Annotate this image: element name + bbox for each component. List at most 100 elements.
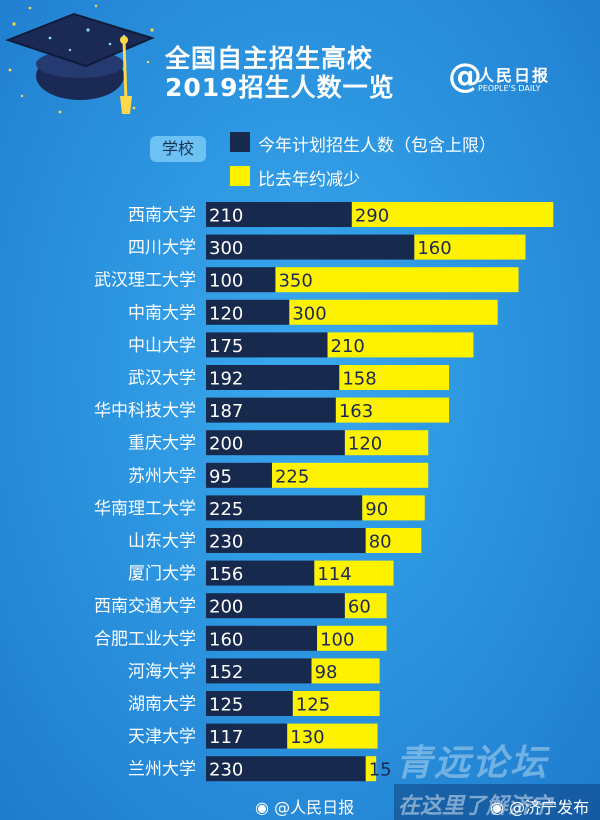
- value-label-reduce: 163: [339, 401, 373, 422]
- chart-title: 全国自主招生高校: [165, 44, 374, 73]
- category-label: 苏州大学: [128, 466, 196, 486]
- bar-plan: [206, 723, 288, 749]
- value-label-plan: 210: [209, 206, 243, 227]
- bar-plan: [206, 495, 363, 521]
- footer-source-left[interactable]: ◉ @人民日报: [255, 794, 354, 818]
- value-label-reduce: 98: [315, 662, 338, 683]
- category-label: 兰州大学: [128, 760, 196, 780]
- value-label-reduce: 60: [348, 597, 371, 618]
- category-label: 中南大学: [128, 303, 196, 323]
- brand-subtitle: PEOPLE'S DAILY: [478, 84, 541, 93]
- bar-plan: [206, 593, 345, 619]
- category-label: 重庆大学: [128, 434, 196, 454]
- chart-subtitle: 2019招生人数一览: [165, 73, 395, 102]
- bar-chart: 西南大学 210 290 四川大学 300 160 武汉理工大学 100 350 中南大学 120 3…: [94, 202, 554, 782]
- bar-reduce: [365, 756, 377, 782]
- category-label: 华南理工大学: [94, 499, 196, 519]
- bar-plan: [206, 756, 366, 782]
- value-label-reduce: 290: [355, 206, 389, 227]
- category-label: 厦门大学: [128, 564, 196, 584]
- bar-plan: [206, 397, 336, 423]
- bar-reduce: [344, 430, 429, 456]
- value-label-plan: 125: [209, 695, 243, 716]
- brand-name: 人民日报: [478, 66, 551, 85]
- category-label: 四川大学: [128, 238, 196, 258]
- legend-school-tag: 学校: [150, 136, 206, 162]
- value-label-plan: 120: [209, 303, 243, 324]
- value-label-reduce: 90: [365, 499, 388, 520]
- category-label: 西南交通大学: [94, 597, 196, 617]
- bar-plan: [206, 528, 366, 553]
- at-icon: @: [448, 56, 482, 96]
- bar-reduce: [287, 723, 378, 749]
- category-label: 西南大学: [128, 206, 196, 226]
- category-label: 河海大学: [128, 662, 196, 682]
- bar-reduce: [344, 593, 387, 619]
- value-label-reduce: 350: [278, 271, 312, 292]
- bar-plan: [206, 691, 293, 716]
- legend-swatch-plan: [230, 132, 250, 152]
- value-label-reduce: 160: [417, 238, 451, 259]
- value-label-reduce: 210: [331, 336, 365, 357]
- value-label-plan: 230: [209, 760, 243, 781]
- value-label-plan: 192: [209, 369, 243, 390]
- bar-plan: [206, 332, 328, 358]
- footer-right-text: @济宁发布: [509, 798, 590, 817]
- value-label-reduce: 158: [342, 369, 376, 390]
- value-label-plan: 200: [209, 434, 243, 455]
- value-label-plan: 175: [209, 336, 243, 357]
- value-label-plan: 300: [209, 238, 243, 259]
- legend-label-plan: 今年计划招生人数（包含上限）: [258, 136, 496, 156]
- weibo-icon: ◉: [490, 798, 504, 817]
- bar-reduce: [351, 202, 554, 227]
- category-label: 华中科技大学: [94, 401, 196, 421]
- value-label-reduce: 114: [317, 564, 351, 585]
- watermark-subtitle: 在这里了解济宁: [398, 794, 553, 819]
- category-label: 中山大学: [128, 336, 196, 356]
- category-label: 山东大学: [128, 532, 196, 552]
- watermark-title: 青远论坛: [396, 743, 549, 784]
- footer-source-right[interactable]: ◉ @济宁发布: [490, 794, 589, 818]
- value-label-plan: 152: [209, 662, 243, 683]
- value-label-reduce: 120: [348, 434, 382, 455]
- bar-reduce: [362, 495, 425, 521]
- bar-reduce: [327, 332, 474, 358]
- brand-logo: @ 人民日报 PEOPLE'S DAILY: [448, 58, 598, 104]
- bar-plan: [206, 462, 272, 488]
- bar-plan: [206, 234, 415, 260]
- watermark-band: [394, 784, 600, 820]
- value-label-reduce: 130: [290, 727, 324, 748]
- category-label: 天津大学: [128, 727, 196, 747]
- bar-plan: [206, 625, 318, 651]
- bar-reduce: [339, 365, 450, 390]
- footer-left-text: @人民日报: [274, 798, 355, 817]
- value-label-plan: 156: [209, 564, 243, 585]
- bar-reduce: [414, 234, 526, 260]
- value-label-plan: 187: [209, 401, 243, 422]
- bar-plan: [206, 365, 340, 390]
- value-label-plan: 225: [209, 499, 243, 520]
- value-label-plan: 160: [209, 629, 243, 650]
- value-label-reduce: 300: [292, 303, 326, 324]
- value-label-reduce: 225: [275, 466, 309, 487]
- graduation-cap-icon: [5, 4, 155, 114]
- bar-plan: [206, 299, 290, 325]
- value-label-reduce: 100: [320, 629, 354, 650]
- bar-plan: [206, 658, 312, 684]
- category-label: 湖南大学: [128, 695, 196, 715]
- bar-reduce: [314, 560, 394, 586]
- value-label-plan: 117: [209, 727, 243, 748]
- bar-reduce: [335, 397, 450, 423]
- bar-plan: [206, 267, 276, 293]
- category-label: 武汉理工大学: [94, 271, 196, 291]
- legend-swatch-reduce: [230, 166, 250, 186]
- bar-plan: [206, 430, 345, 456]
- bar-reduce: [275, 267, 519, 293]
- value-label-reduce: 15: [369, 760, 392, 781]
- category-label: 合肥工业大学: [94, 629, 196, 649]
- bar-reduce: [271, 462, 429, 488]
- bar-plan: [206, 202, 352, 227]
- bar-plan: [206, 560, 315, 586]
- value-label-reduce: 80: [369, 532, 392, 553]
